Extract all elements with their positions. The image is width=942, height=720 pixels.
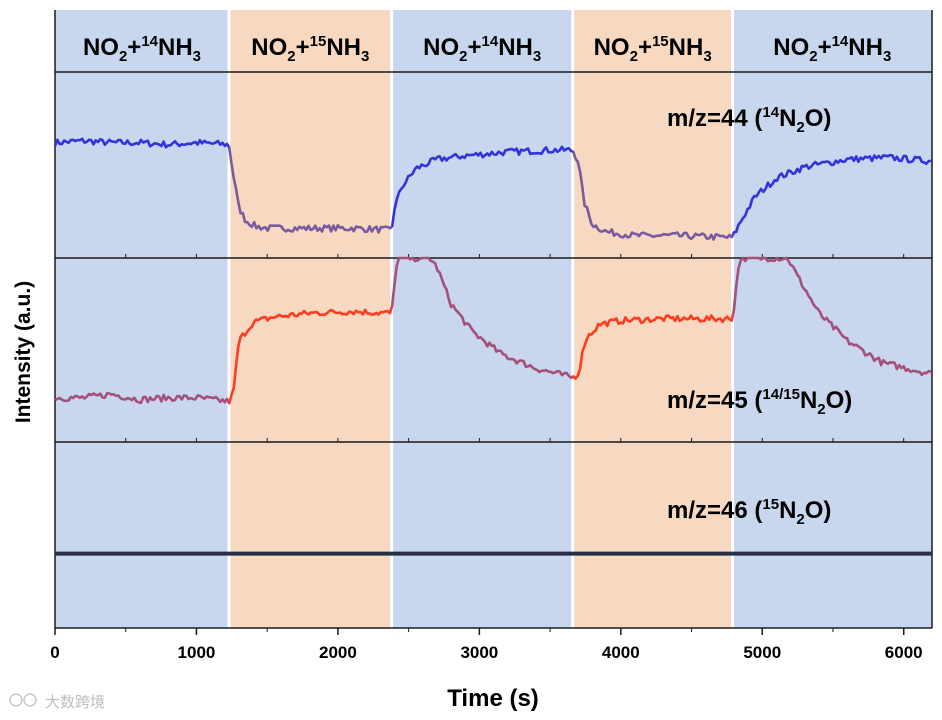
series-annotation-part: m/z=45 ( xyxy=(667,387,762,414)
region-label-part: NH xyxy=(848,34,883,61)
region-label-part: + xyxy=(296,34,310,61)
series-annotation-part: 14/15 xyxy=(762,386,800,403)
region-label-part: 15 xyxy=(652,33,669,50)
region-label-4: NO2+15NH3 xyxy=(594,33,712,65)
x-tick-label-6000: 6000 xyxy=(885,643,923,662)
region-label-part: NH xyxy=(158,34,193,61)
series-line-1 xyxy=(53,137,932,241)
region-label-1: NO2+14NH3 xyxy=(83,33,201,65)
series-annotation-part: 15 xyxy=(762,496,779,513)
series-annotation-part: N xyxy=(779,497,796,524)
series-annotation-part: m/z=46 ( xyxy=(667,497,762,524)
region-label-part: 3 xyxy=(703,48,711,65)
series-annotation-part: 2 xyxy=(817,401,825,418)
series-annotation-2: m/z=45 (14/15N2O) xyxy=(667,386,852,418)
region-band-3 xyxy=(391,10,573,628)
region-label-part: + xyxy=(127,34,141,61)
region-label-part: 2 xyxy=(287,48,295,65)
region-label-part: 3 xyxy=(193,48,201,65)
x-tick-label-4000: 4000 xyxy=(602,643,640,662)
series-annotation-part: m/z=44 ( xyxy=(667,105,762,132)
x-tick-label-1000: 1000 xyxy=(178,643,216,662)
region-label-3: NO2+14NH3 xyxy=(423,33,541,65)
region-label-part: NH xyxy=(326,34,361,61)
region-label-part: + xyxy=(818,34,832,61)
series-annotations: m/z=44 (14N2O)m/z=45 (14/15N2O)m/z=46 (1… xyxy=(667,104,852,528)
series-annotation-part: 2 xyxy=(796,511,804,528)
region-label-part: NO xyxy=(423,34,459,61)
watermark-logo-icon xyxy=(9,693,23,707)
region-band-1 xyxy=(55,10,229,628)
region-band-2 xyxy=(228,10,392,628)
x-tick-label-3000: 3000 xyxy=(460,643,498,662)
x-axis: 0 1000 2000 3000 4000 5000 6000 xyxy=(50,628,923,662)
region-label-part: 15 xyxy=(310,33,327,50)
region-label-part: + xyxy=(638,34,652,61)
region-label-part: NH xyxy=(498,34,533,61)
region-label-part: 3 xyxy=(883,48,891,65)
series-annotation-part: O) xyxy=(805,105,832,132)
y-axis-title: Intensity (a.u.) xyxy=(12,281,35,423)
series-annotation-part: 14 xyxy=(762,104,779,121)
region-label-part: 14 xyxy=(141,33,158,50)
region-label-part: 2 xyxy=(809,48,817,65)
series-annotation-part: N xyxy=(800,387,817,414)
region-separator-2 xyxy=(390,10,394,628)
region-label-part: 3 xyxy=(361,48,369,65)
region-band-5 xyxy=(732,10,932,628)
region-label-part: 14 xyxy=(832,33,849,50)
series-annotation-part: 2 xyxy=(796,119,804,136)
region-label-part: 2 xyxy=(459,48,467,65)
watermark-text: 大数跨境 xyxy=(45,693,105,711)
series-line-2 xyxy=(54,256,932,405)
watermark: 大数跨境 xyxy=(9,693,105,711)
region-bands xyxy=(55,10,932,628)
region-label-part: 3 xyxy=(533,48,541,65)
region-label-part: NO xyxy=(251,34,287,61)
x-tick-label-5000: 5000 xyxy=(743,643,781,662)
series-annotation-part: O) xyxy=(805,497,832,524)
series-annotation-1: m/z=44 (14N2O) xyxy=(667,104,831,136)
region-label-part: NO xyxy=(83,34,119,61)
x-axis-title: Time (s) xyxy=(447,685,539,712)
region-separator-1 xyxy=(227,10,231,628)
region-label-part: + xyxy=(467,34,481,61)
region-label-part: NO xyxy=(594,34,630,61)
region-label-part: 14 xyxy=(482,33,499,50)
region-label-2: NO2+15NH3 xyxy=(251,33,369,65)
series-annotation-part: N xyxy=(779,105,796,132)
watermark-logo-dot-icon xyxy=(23,693,37,707)
region-label-part: NO xyxy=(773,34,809,61)
region-label-part: 2 xyxy=(630,48,638,65)
region-label-part: 2 xyxy=(119,48,127,65)
series-annotation-3: m/z=46 (15N2O) xyxy=(667,496,831,528)
series-annotation-part: O) xyxy=(826,387,853,414)
x-tick-label-2000: 2000 xyxy=(319,643,357,662)
region-label-part: NH xyxy=(669,34,704,61)
region-separator-3 xyxy=(571,10,575,628)
series-lines xyxy=(53,137,932,556)
region-labels: NO2+14NH3 NO2+15NH3 NO2+14NH3 NO2+15NH3 NO2+… xyxy=(83,33,891,65)
region-label-5: NO2+14NH3 xyxy=(773,33,891,65)
x-tick-label-0: 0 xyxy=(50,643,59,662)
